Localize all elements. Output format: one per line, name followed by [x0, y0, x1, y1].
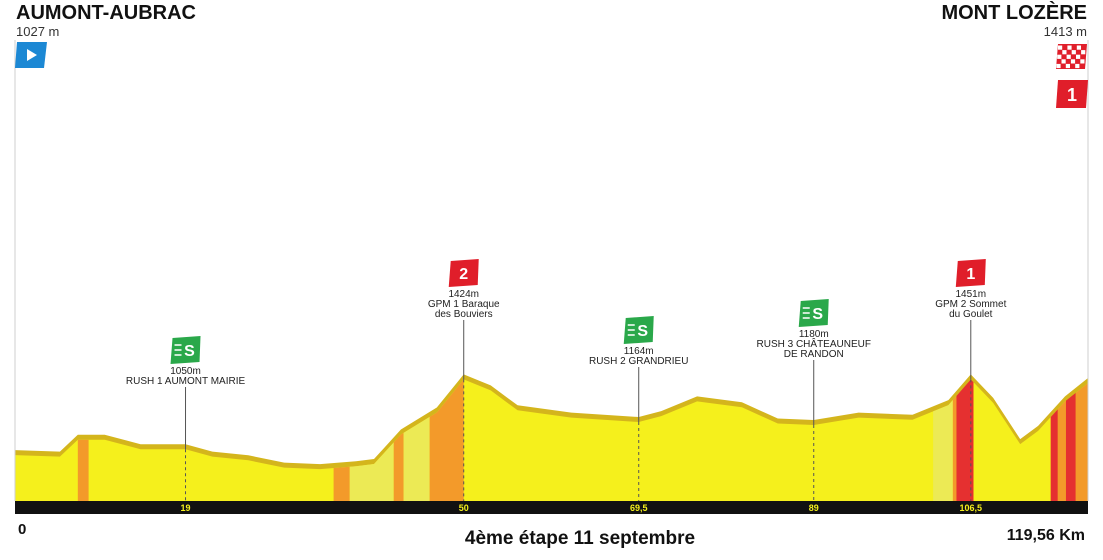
sprint-badge-label: S — [812, 306, 823, 323]
point-name-label: du Goulet — [949, 309, 993, 320]
climb-band — [1075, 379, 1088, 501]
stage-caption: 4ème étape 11 septembre — [464, 528, 696, 549]
finish-elevation: 1413 m — [1043, 24, 1087, 39]
finish-checkered-flag-icon — [1056, 44, 1087, 69]
sprint-badge-shape — [798, 299, 829, 327]
finish-kom-badge: 1 — [1056, 80, 1088, 108]
start-play-icon — [27, 49, 37, 61]
kom-badge-shape — [448, 259, 479, 287]
point-name-label: RUSH 1 AUMONT MAIRIE — [126, 376, 246, 387]
sprint-badge: S — [170, 336, 201, 364]
kom-badge-label: 2 — [459, 266, 468, 283]
distance-tick-label: 19 — [181, 503, 191, 513]
finish-flag-square — [1062, 50, 1067, 55]
kom-badge: 1 — [955, 259, 986, 287]
point-elevation-label: 1180m — [799, 329, 829, 340]
point-name-label: RUSH 3 CHÂTEAUNEUF — [757, 337, 871, 350]
kom-badge-shape — [1056, 80, 1088, 108]
start-elevation: 1027 m — [16, 24, 60, 39]
sprint-badge: S — [623, 316, 654, 344]
distance-axis-bar — [15, 501, 1088, 514]
climb-band — [1065, 379, 1076, 501]
kom-badge-shape — [955, 259, 986, 287]
finish-flag-square — [1057, 54, 1062, 59]
sprint-badge-shape — [623, 316, 654, 344]
climb-band — [393, 379, 404, 501]
finish-flag-square — [1070, 59, 1076, 64]
finish-flag-square — [1066, 54, 1071, 59]
point-elevation-label: 1050m — [170, 366, 201, 377]
kom-badge-label: 1 — [1067, 85, 1077, 105]
kom-badge: 2 — [448, 259, 479, 287]
climb-band — [77, 379, 89, 501]
finish-flag-square — [1065, 63, 1070, 69]
finish-flag-square — [1076, 54, 1081, 59]
point-name-label: GPM 2 Sommet — [935, 299, 1006, 310]
climb-band — [1057, 379, 1066, 501]
finish-flag-square — [1081, 50, 1086, 55]
sprint-badge-shape — [170, 336, 201, 364]
climb-band — [952, 379, 957, 501]
climb-band — [933, 379, 953, 501]
sprint-badge-label: S — [637, 323, 648, 340]
finish-flag-square — [1071, 50, 1076, 55]
point-name-label: des Bouviers — [435, 309, 493, 320]
finish-town-name: MONT LOZÈRE — [941, 2, 1087, 24]
climb-band — [403, 379, 430, 501]
point-elevation-label: 1424m — [448, 289, 479, 300]
climb-band — [429, 379, 464, 501]
distance-tick-label: 50 — [459, 503, 469, 513]
finish-flag-square — [1058, 45, 1063, 50]
finish-flag-square — [1075, 63, 1080, 69]
terrain-area — [15, 379, 1088, 501]
climb-band — [1050, 379, 1058, 501]
distance-tick-label: 69,5 — [630, 503, 648, 513]
sprint-badge: S — [798, 299, 829, 327]
start-town-name: AUMONT-AUBRAC — [16, 2, 196, 24]
finish-flag-square — [1076, 45, 1081, 50]
point-name-label: RUSH 2 GRANDRIEU — [589, 356, 688, 367]
point-name-label: GPM 1 Baraque — [428, 299, 500, 310]
finish-flag-square — [1061, 59, 1066, 64]
climb-band — [349, 379, 394, 501]
total-distance-label: 119,56 Km — [1006, 527, 1085, 544]
distance-tick-label: 106,5 — [960, 503, 983, 513]
point-name-label: DE RANDON — [784, 349, 844, 360]
finish-flag-square — [1056, 63, 1061, 69]
point-elevation-label: 1164m — [624, 346, 654, 357]
climb-band — [956, 379, 974, 501]
point-elevation-label: 1451m — [956, 289, 987, 300]
distance-tick-label: 89 — [809, 503, 819, 513]
finish-flag-square — [1080, 59, 1085, 64]
climb-band — [333, 379, 350, 501]
finish-flag-square — [1067, 45, 1072, 50]
kom-badge-label: 1 — [966, 266, 975, 283]
distance-start-label: 0 — [18, 521, 27, 538]
sprint-badge-label: S — [184, 343, 195, 360]
